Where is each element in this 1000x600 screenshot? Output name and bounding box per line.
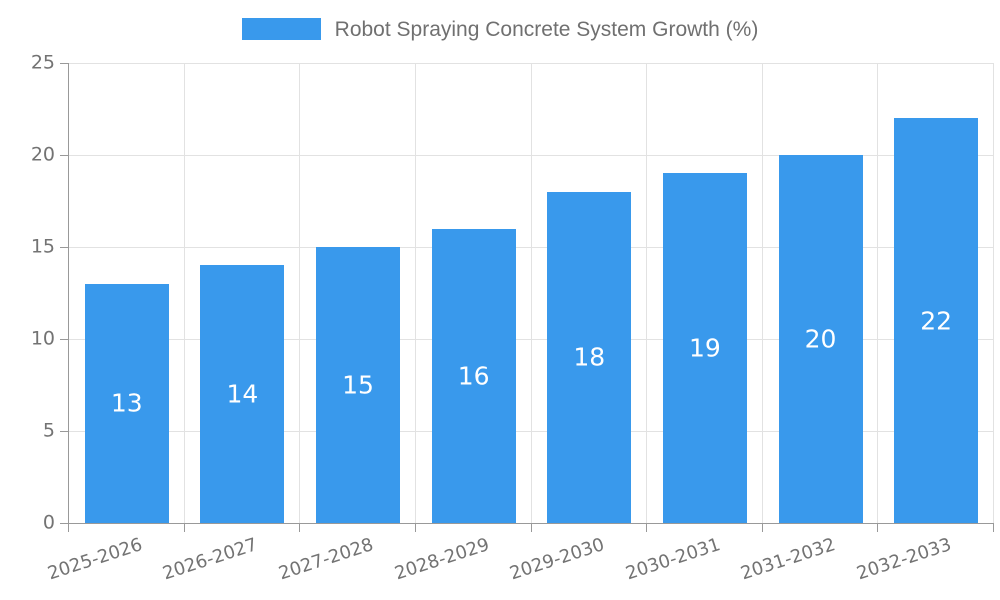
- v-gridline: [414, 63, 416, 523]
- v-gridline: [877, 63, 879, 523]
- bar[interactable]: [778, 155, 863, 523]
- v-gridline: [530, 63, 532, 523]
- legend-label: Robot Spraying Concrete System Growth (%…: [334, 17, 759, 41]
- bar[interactable]: [662, 173, 747, 523]
- bar[interactable]: [547, 191, 632, 523]
- v-gridline: [299, 63, 301, 523]
- x-axis-label-anchor: 2025-2026: [41, 534, 145, 584]
- bar[interactable]: [894, 118, 979, 523]
- plot-area: 13 14 15 16 18 19 20 22: [68, 63, 994, 524]
- x-axis-label: 2028-2029: [391, 534, 492, 585]
- x-axis-tick: [993, 524, 994, 532]
- v-gridline: [183, 63, 185, 523]
- bar[interactable]: [84, 283, 169, 523]
- x-axis-label-anchor: 2029-2030: [503, 534, 607, 584]
- x-axis-tick: [761, 524, 763, 532]
- v-gridline: [646, 63, 648, 523]
- bar[interactable]: [316, 247, 401, 523]
- x-axis-label: 2026-2027: [160, 534, 261, 585]
- x-axis-tick: [68, 524, 69, 532]
- legend-swatch-icon: [241, 18, 321, 40]
- y-axis-label: 10: [30, 327, 55, 350]
- x-axis-tick: [414, 524, 416, 532]
- y-axis-label: 5: [42, 419, 55, 442]
- y-axis-tick: [60, 523, 68, 524]
- x-axis-tick: [530, 524, 532, 532]
- y-axis-label: 25: [30, 51, 55, 74]
- v-gridline: [993, 63, 994, 523]
- y-axis-tick: [60, 339, 68, 340]
- x-axis-tick: [646, 524, 648, 532]
- x-axis-label: 2031-2032: [738, 534, 839, 585]
- x-axis-tick: [877, 524, 879, 532]
- x-axis-label: 2027-2028: [276, 534, 376, 585]
- y-axis-tick: [60, 155, 68, 156]
- h-gridline: [69, 431, 994, 432]
- h-gridline: [69, 339, 994, 340]
- y-axis-label: 15: [30, 235, 55, 258]
- y-axis-tick: [60, 63, 68, 64]
- x-axis-label: 2029-2030: [507, 534, 608, 585]
- x-axis-label-anchor: 2027-2028: [272, 534, 376, 584]
- y-axis-label: 0: [42, 511, 55, 534]
- x-axis-tick: [183, 524, 185, 532]
- bar[interactable]: [200, 265, 285, 523]
- x-axis-label-anchor: 2028-2029: [388, 534, 492, 584]
- x-axis-label-anchor: 2032-2033: [850, 534, 954, 584]
- x-axis-label-anchor: 2030-2031: [619, 534, 723, 584]
- x-axis-label: 2025-2026: [44, 534, 145, 585]
- x-axis-tick: [299, 524, 301, 532]
- h-gridline: [69, 155, 994, 156]
- y-axis-label: 20: [30, 143, 55, 166]
- x-axis-label: 2032-2033: [854, 534, 955, 585]
- h-gridline: [69, 247, 994, 248]
- bar[interactable]: [431, 228, 516, 523]
- legend-item[interactable]: Robot Spraying Concrete System Growth (%…: [0, 18, 1000, 40]
- v-gridline: [761, 63, 763, 523]
- y-axis-tick: [60, 431, 68, 432]
- x-axis-label: 2030-2031: [622, 534, 723, 585]
- y-axis-tick: [60, 247, 68, 248]
- x-axis-label-anchor: 2031-2032: [734, 534, 839, 584]
- h-gridline: [69, 63, 994, 64]
- x-axis-label-anchor: 2026-2027: [156, 534, 260, 584]
